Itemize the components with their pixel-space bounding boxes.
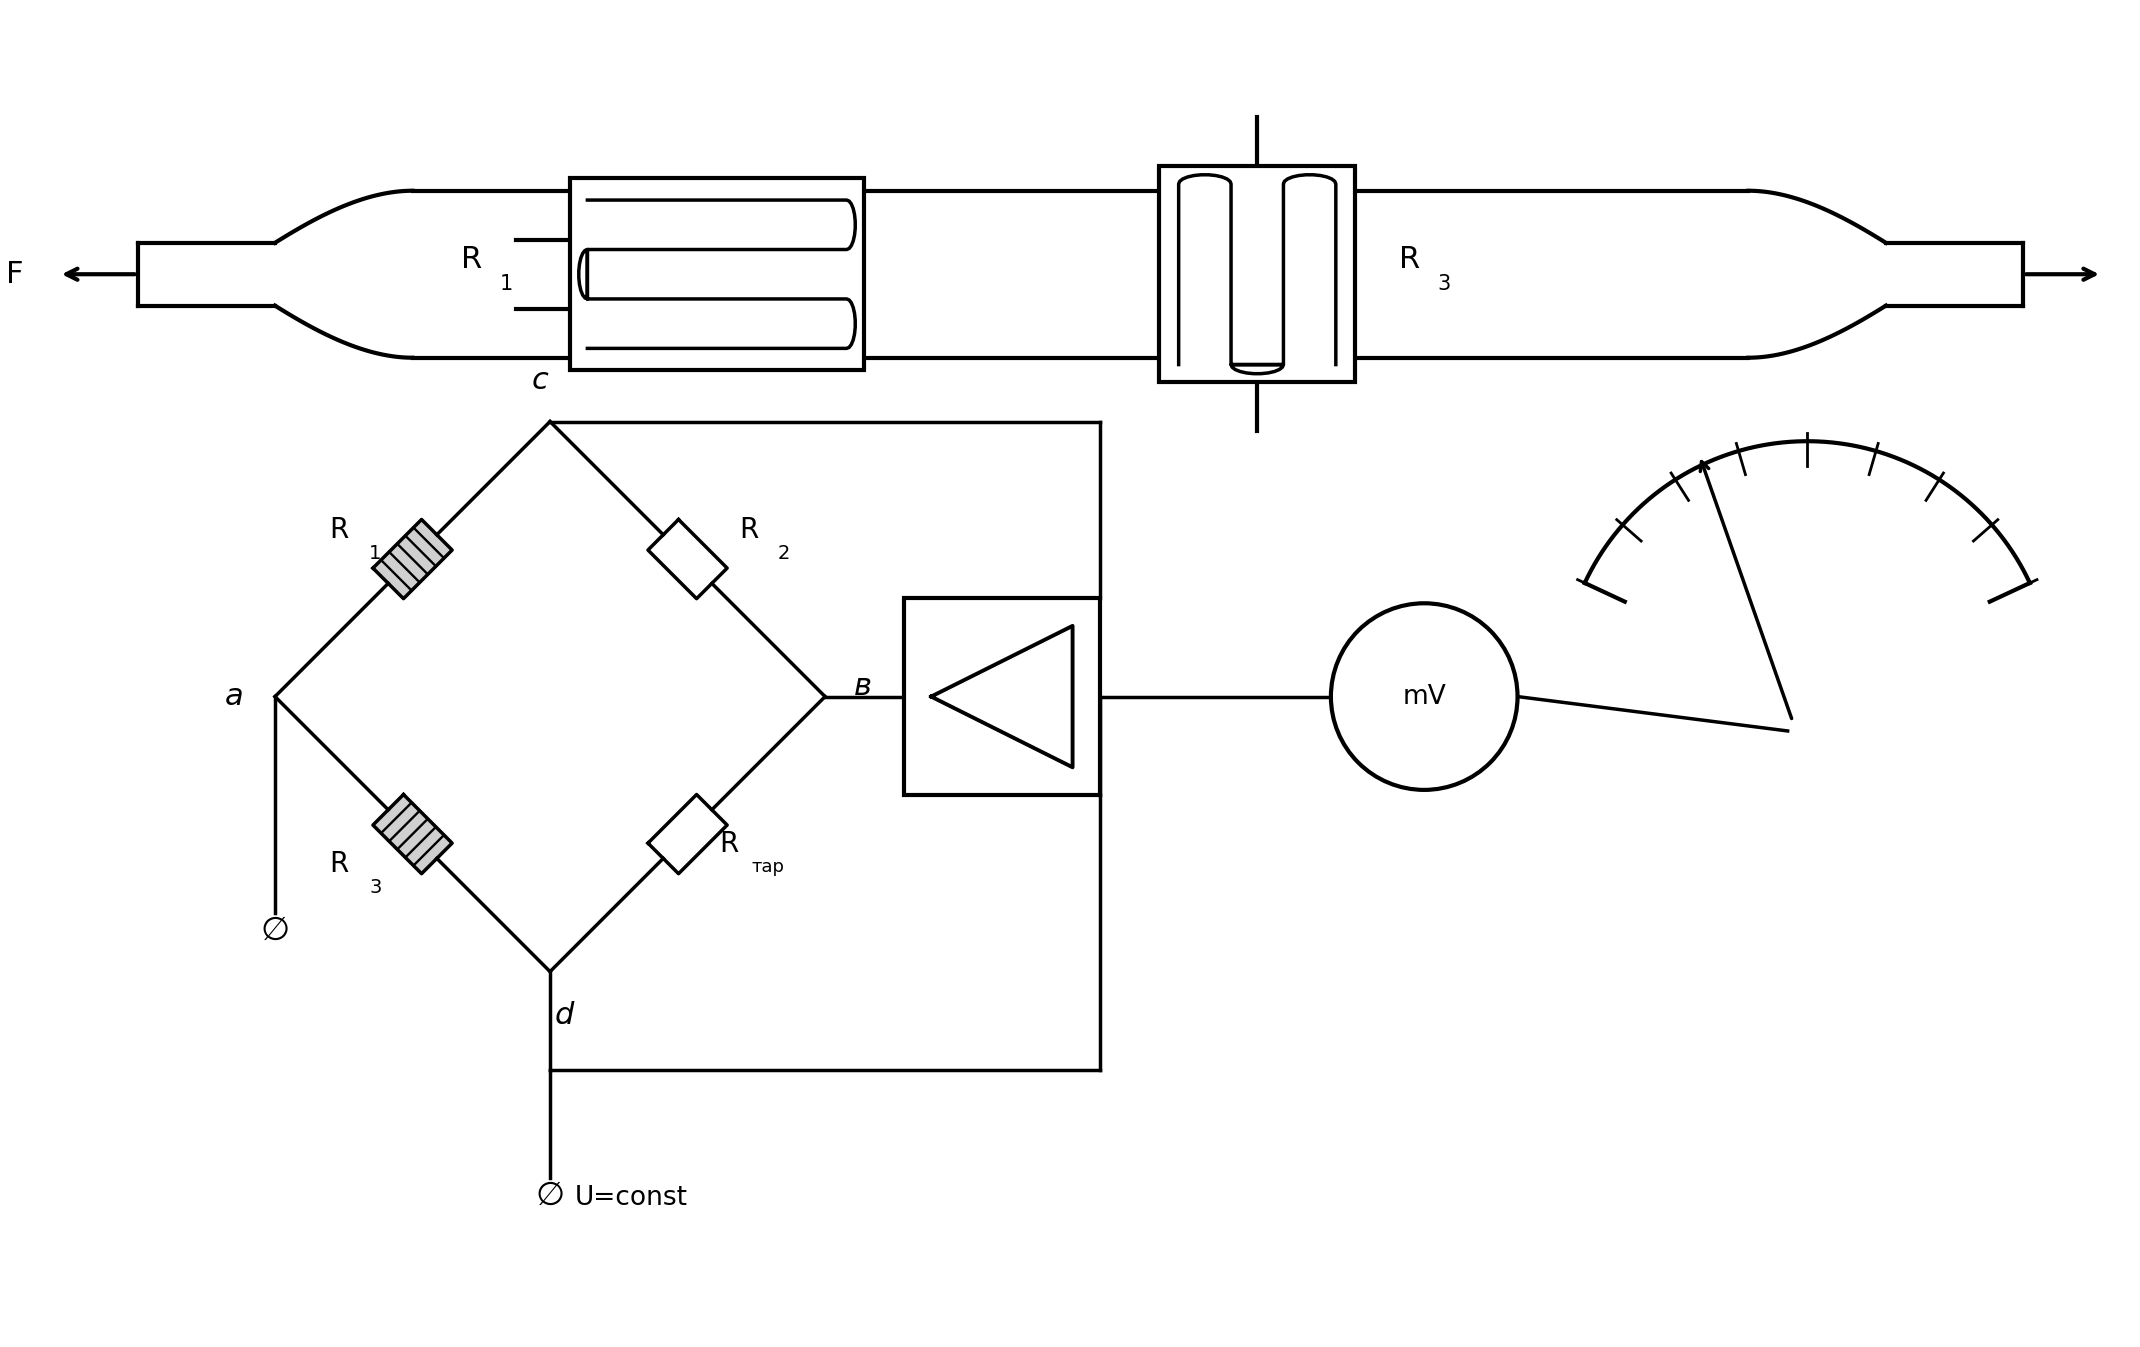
Text: R: R — [460, 245, 482, 273]
Text: 1: 1 — [368, 544, 381, 563]
Polygon shape — [372, 520, 452, 598]
Bar — [569, 178, 865, 370]
Text: тар: тар — [751, 858, 785, 877]
Text: R: R — [738, 516, 758, 544]
Text: d: d — [554, 1001, 574, 1030]
Text: R: R — [330, 516, 349, 544]
Text: a: a — [225, 682, 244, 711]
Text: F: F — [6, 260, 24, 288]
Text: 2: 2 — [777, 544, 790, 563]
Text: R: R — [330, 850, 349, 877]
Bar — [903, 598, 1100, 795]
Text: в: в — [854, 672, 871, 702]
Text: c: c — [533, 366, 548, 395]
Text: 1: 1 — [499, 273, 511, 294]
Text: 3: 3 — [1438, 273, 1451, 294]
Text: R: R — [1400, 245, 1421, 273]
Text: ∅: ∅ — [535, 1179, 565, 1212]
Circle shape — [1331, 603, 1517, 789]
Text: F: F — [2138, 260, 2140, 288]
Text: 3: 3 — [368, 878, 381, 897]
Text: R: R — [719, 830, 738, 858]
Text: ∅: ∅ — [261, 913, 289, 947]
Text: U=const: U=const — [576, 1184, 687, 1211]
Text: mV: mV — [1402, 683, 1447, 710]
Bar — [1160, 166, 1355, 383]
Polygon shape — [372, 795, 452, 874]
